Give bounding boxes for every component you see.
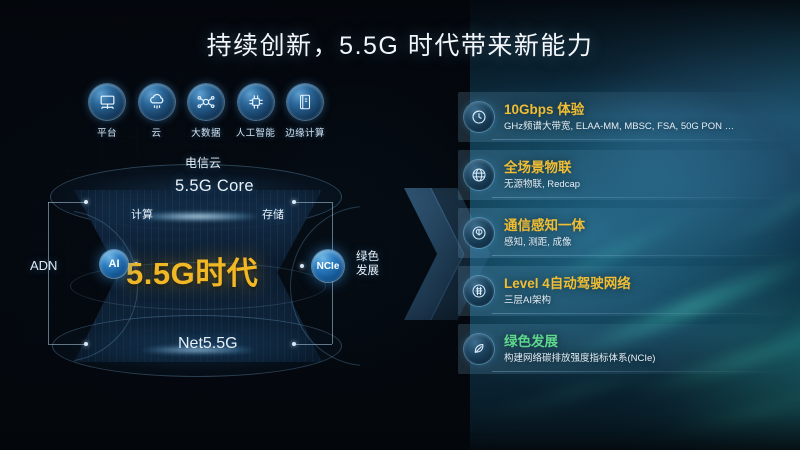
sensing-brain-icon <box>464 218 494 248</box>
tech-label: 人工智能 <box>235 128 276 139</box>
capability-title: 通信感知一体 <box>504 217 585 233</box>
capability-title: Level 4自动驾驶网络 <box>504 275 631 291</box>
capability-text: Level 4自动驾驶网络 三层AI架构 <box>504 276 631 307</box>
base-glow <box>142 346 254 354</box>
left-bracket-bottom <box>48 344 86 345</box>
capability-list: 10Gbps 体验 GHz频谱大带宽, ELAA-MM, MBSC, FSA, … <box>458 92 796 382</box>
capability-subtitle: GHz频谱大带宽, ELAA-MM, MBSC, FSA, 50G PON … <box>504 120 735 132</box>
green-development-label: 绿色 发展 <box>356 250 379 278</box>
ai-badge[interactable]: AI <box>100 250 128 278</box>
transition-arrow-icon <box>404 188 491 320</box>
left-bracket-top <box>48 202 86 203</box>
right-bracket-bottom <box>294 344 332 345</box>
core-label: 5.5G Core <box>175 177 254 195</box>
capability-title: 10Gbps 体验 <box>504 101 585 117</box>
connector-dot <box>84 200 88 204</box>
tech-item-cloud[interactable]: 云 <box>136 84 178 139</box>
tech-item-edge-computing[interactable]: 边缘计算 <box>284 84 326 139</box>
capability-subtitle: 三层AI架构 <box>504 294 551 306</box>
capability-row-green[interactable]: 绿色发展 构建网络碳排放强度指标体系(NCIe) <box>458 324 796 374</box>
speed-gauge-icon <box>464 102 494 132</box>
storage-label: 存储 <box>262 209 284 221</box>
capability-subtitle: 构建网络碳排放强度指标体系(NCIe) <box>504 352 656 364</box>
big-data-icon <box>188 84 224 120</box>
adn-label: ADN <box>30 258 58 273</box>
leaf-icon <box>464 334 494 364</box>
cloud-icon <box>138 84 175 120</box>
edge-computing-icon <box>287 84 323 120</box>
capability-row-10gbps[interactable]: 10Gbps 体验 GHz频谱大带宽, ELAA-MM, MBSC, FSA, … <box>458 92 796 142</box>
connector-dot <box>292 200 296 204</box>
tech-label: 平台 <box>97 128 117 139</box>
tech-item-big-data[interactable]: 大数据 <box>185 84 227 139</box>
autonomous-network-icon <box>464 276 494 306</box>
compute-label: 计算 <box>131 209 153 221</box>
tech-label: 大数据 <box>191 128 221 139</box>
iot-globe-icon <box>464 160 494 190</box>
connector-dot <box>134 262 138 266</box>
technology-icon-row: 平台 云 大数据 <box>86 84 326 139</box>
capability-text: 10Gbps 体验 GHz频谱大带宽, ELAA-MM, MBSC, FSA, … <box>504 102 734 133</box>
tech-label: 云 <box>151 128 162 139</box>
capability-text: 通信感知一体 感知, 测距, 成像 <box>504 218 585 249</box>
connector-dot <box>292 342 296 346</box>
ncie-badge[interactable]: NCIe <box>312 250 344 282</box>
left-bracket <box>48 202 49 344</box>
capability-text: 绿色发展 构建网络碳排放强度指标体系(NCIe) <box>504 334 655 365</box>
green-label-line1: 绿色 <box>356 251 379 263</box>
tech-item-ai[interactable]: 人工智能 <box>235 84 277 139</box>
capability-row-sensing[interactable]: 通信感知一体 感知, 测距, 成像 <box>458 208 796 258</box>
page-title: 持续创新，5.5G 时代带来新能力 <box>206 32 594 60</box>
capability-title: 绿色发展 <box>504 333 558 349</box>
right-bracket-top <box>294 202 332 203</box>
tech-item-platform[interactable]: 平台 <box>86 84 128 139</box>
telecom-cloud-label: 电信云 <box>185 156 222 170</box>
green-label-line2: 发展 <box>356 265 379 277</box>
network-architecture-diagram: 电信云 5.5G Core 计算 存储 Net5.5G ADN 绿色 发展 5.… <box>22 150 422 390</box>
capability-subtitle: 感知, 测距, 成像 <box>504 236 572 248</box>
core-glow <box>138 212 258 221</box>
net-label: Net5.5G <box>178 335 238 352</box>
capability-title: 全场景物联 <box>504 159 572 175</box>
era-headline: 5.5G时代 <box>126 256 259 291</box>
capability-subtitle: 无源物联, Redcap <box>504 178 581 190</box>
connector-dot <box>84 342 88 346</box>
connector-dot <box>300 264 304 268</box>
ai-chip-icon <box>237 84 274 120</box>
capability-row-iot[interactable]: 全场景物联 无源物联, Redcap <box>458 150 796 200</box>
capability-text: 全场景物联 无源物联, Redcap <box>504 160 580 191</box>
platform-icon <box>89 84 125 120</box>
capability-row-autonomous-network[interactable]: Level 4自动驾驶网络 三层AI架构 <box>458 266 796 316</box>
tech-label: 边缘计算 <box>285 128 325 139</box>
